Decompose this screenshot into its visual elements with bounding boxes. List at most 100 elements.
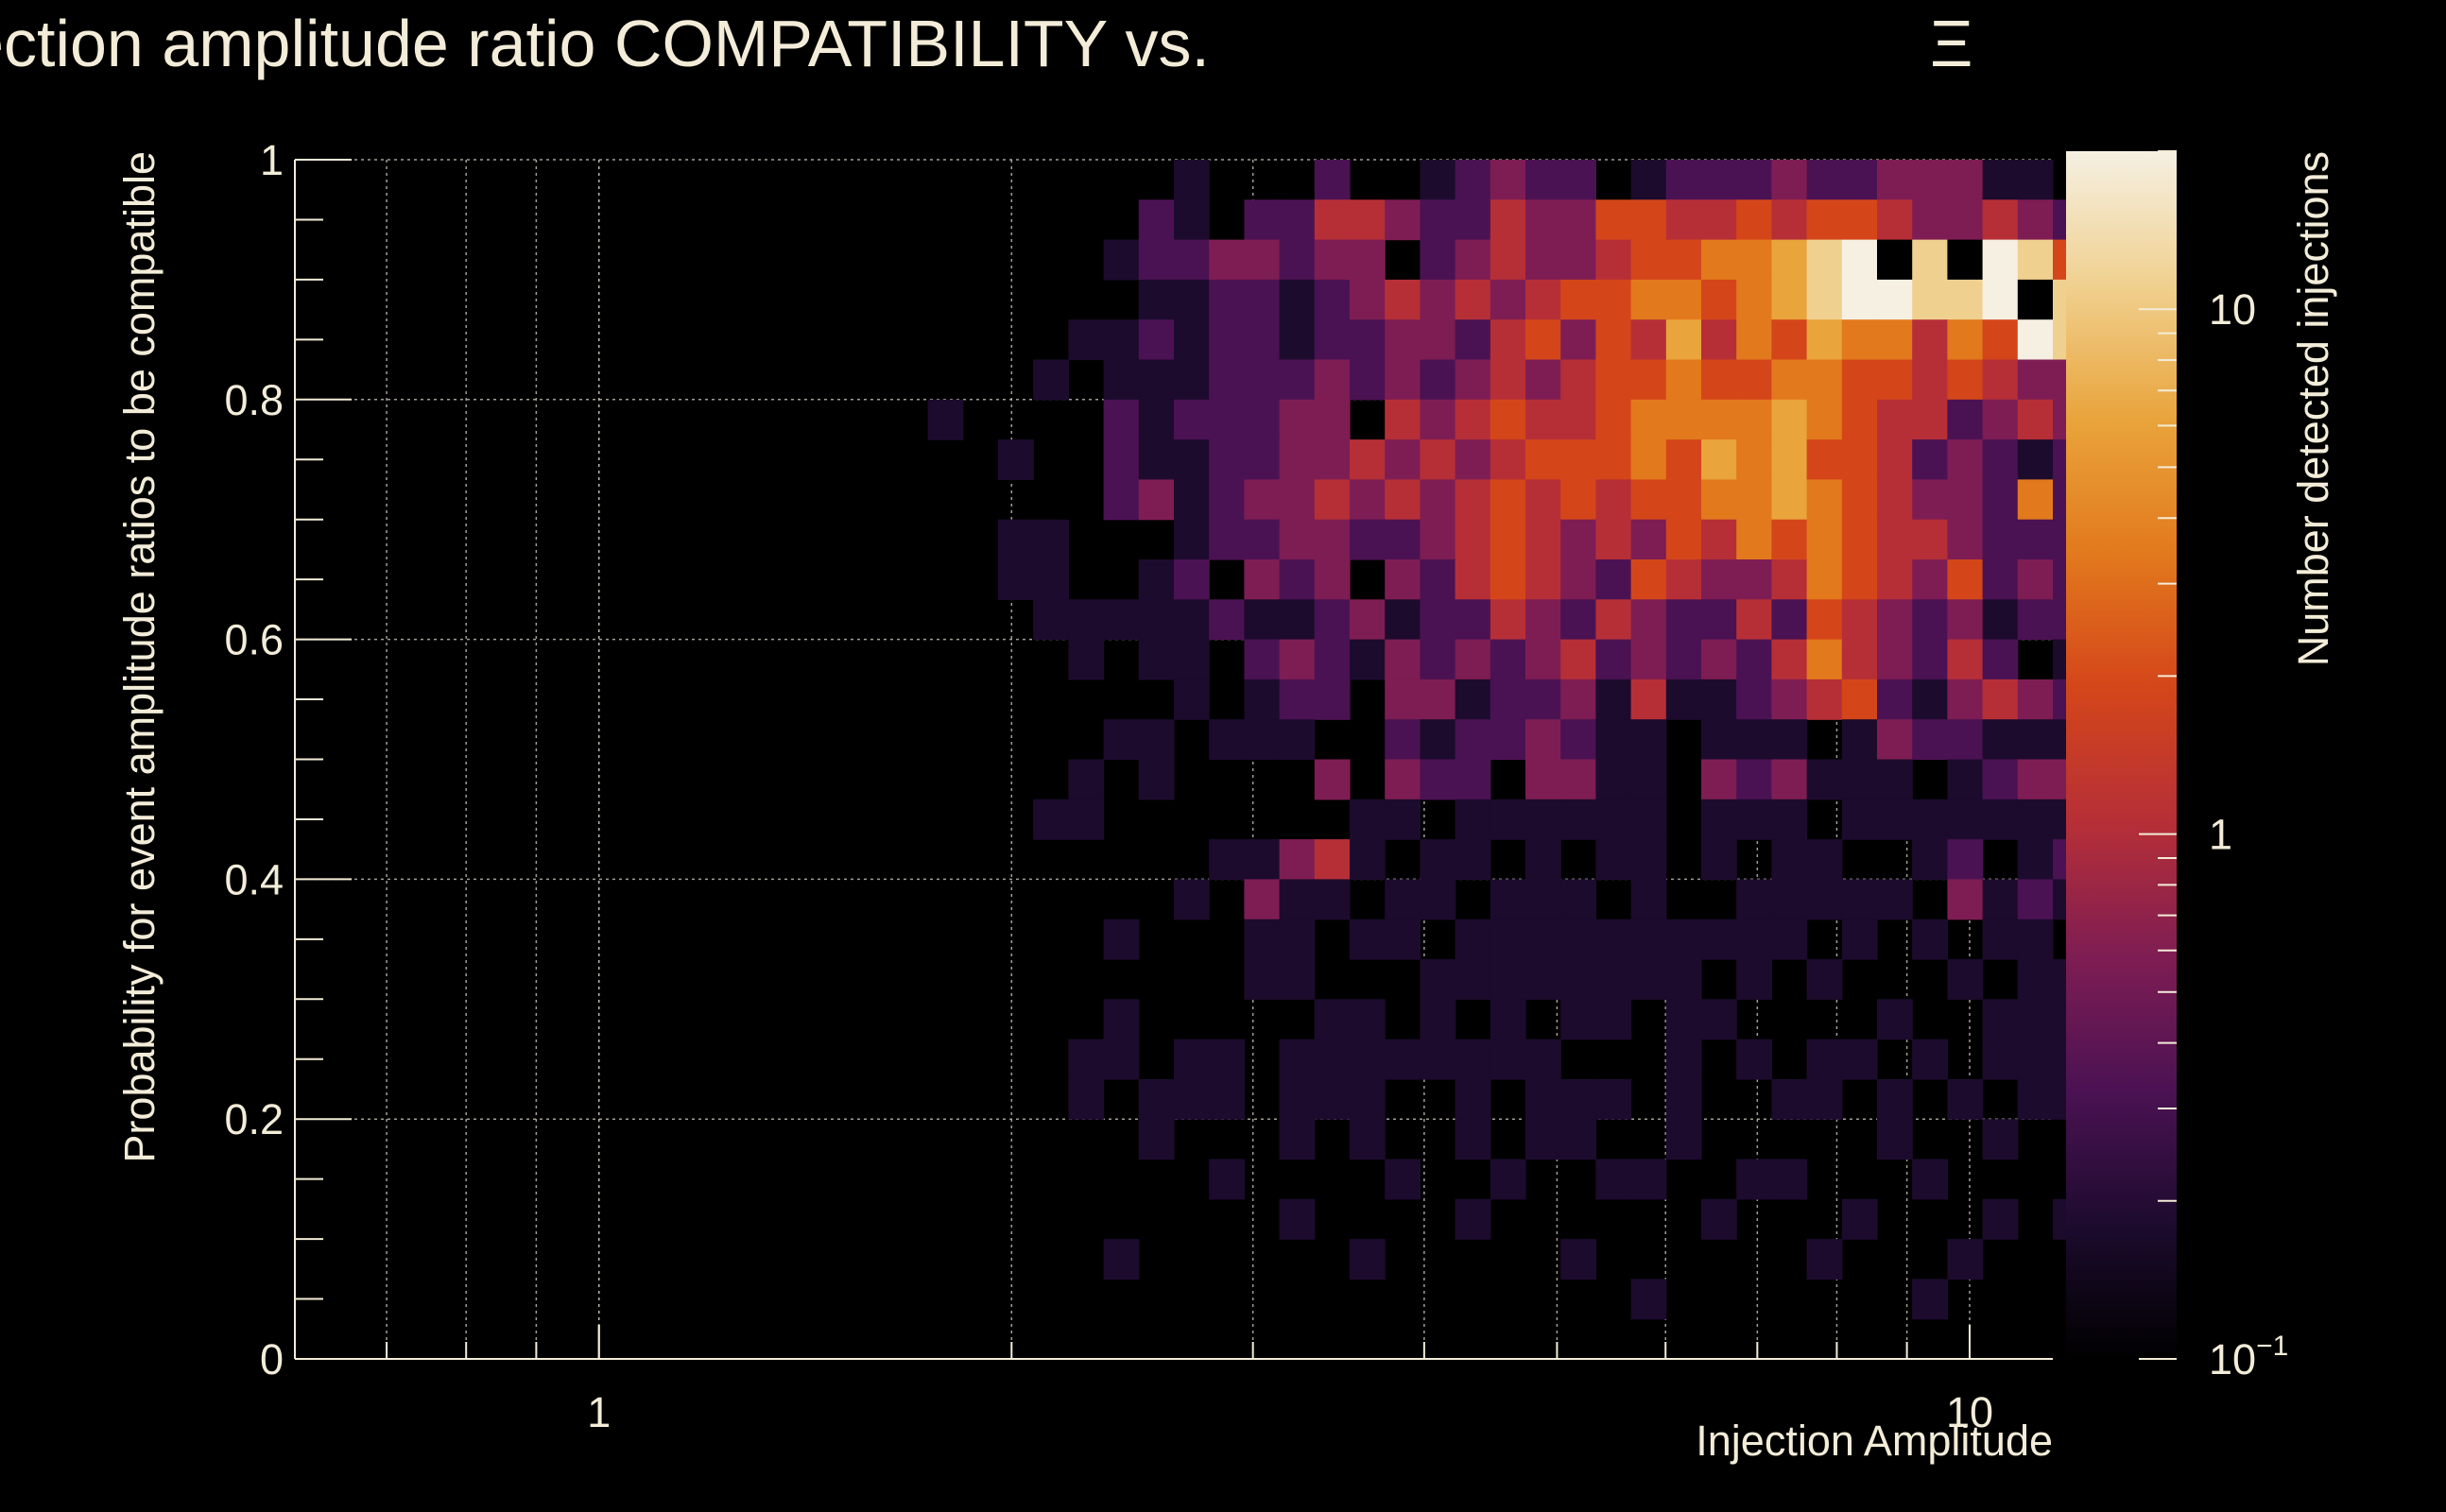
heatmap-bin — [1665, 639, 1702, 680]
heatmap-bin — [1244, 319, 1281, 361]
heatmap-bin — [1595, 519, 1632, 560]
heatmap-bin — [1174, 1078, 1210, 1120]
heatmap-bin — [1630, 679, 1667, 720]
heatmap-bin — [1455, 599, 1491, 641]
heatmap-bin — [1525, 239, 1561, 281]
heatmap-bin — [1350, 519, 1386, 560]
heatmap-bin — [1947, 319, 1984, 361]
heatmap-bin — [1385, 359, 1421, 401]
heatmap-bin — [1701, 679, 1737, 720]
heatmap-bin — [1350, 239, 1386, 281]
heatmap-bin — [1103, 399, 1140, 440]
heatmap-bin — [1877, 359, 1913, 401]
heatmap-bin — [1455, 1039, 1491, 1080]
heatmap-bin — [1560, 399, 1596, 440]
heatmap-bin — [1771, 239, 1808, 281]
heatmap-bin — [1420, 319, 1456, 361]
heatmap-bin — [1455, 679, 1491, 720]
heatmap-bin — [1912, 479, 1948, 521]
heatmap-bin — [998, 559, 1034, 600]
heatmap-bin — [1947, 160, 1984, 200]
heatmap-bin — [1525, 879, 1561, 920]
heatmap-bin — [1877, 439, 1913, 480]
heatmap-bin — [1279, 359, 1316, 401]
heatmap-bin — [1138, 359, 1175, 401]
heatmap-bin — [1665, 599, 1702, 641]
heatmap-bin — [1912, 199, 1948, 241]
heatmap-bin — [1982, 719, 2019, 761]
heatmap-bin — [1560, 999, 1596, 1040]
heatmap-bin — [1455, 279, 1491, 320]
heatmap-bin — [1841, 479, 1878, 521]
heatmap-bin — [1841, 599, 1878, 641]
heatmap-bin — [1350, 999, 1386, 1040]
heatmap-bin — [1701, 519, 1737, 560]
heatmap-bin — [1630, 919, 1667, 960]
heatmap-bin — [1560, 319, 1596, 361]
heatmap-bin — [1947, 959, 1984, 1000]
heatmap-bin — [1385, 279, 1421, 320]
heatmap-bin — [2017, 959, 2054, 1000]
heatmap-bin — [1455, 1198, 1491, 1240]
heatmap-bin — [1490, 679, 1526, 720]
heatmap-bin — [1420, 759, 1456, 800]
heatmap-bin — [1385, 919, 1421, 960]
heatmap-bin — [1701, 799, 1737, 840]
heatmap-bin — [1525, 759, 1561, 800]
heatmap-bin — [1982, 479, 2019, 521]
heatmap-bin — [1174, 160, 1210, 200]
heatmap-bin — [1665, 399, 1702, 440]
heatmap-bin — [1279, 479, 1316, 521]
heatmap-bin — [1701, 239, 1737, 281]
heatmap-bin — [1665, 519, 1702, 560]
heatmap-bin — [1314, 679, 1351, 720]
heatmap-bin — [1525, 359, 1561, 401]
heatmap-bin — [1490, 399, 1526, 440]
heatmap-bin — [1490, 1159, 1526, 1200]
heatmap-bin — [1947, 1078, 1984, 1120]
heatmap-bin — [1806, 759, 1843, 800]
x-tick-label: 10 — [1946, 1388, 1993, 1436]
color-scale-tick-label: 10 — [2209, 285, 2256, 334]
heatmap-bin — [1947, 599, 1984, 641]
heatmap-bin — [1420, 879, 1456, 920]
heatmap-bin — [1525, 319, 1561, 361]
heatmap-bin — [1279, 1039, 1316, 1080]
heatmap-bin — [1736, 1039, 1772, 1080]
axes: 1 10 0 0.2 0.4 0.6 0.8 1 — [224, 136, 2053, 1436]
heatmap-bin — [1947, 879, 1984, 920]
heatmap-bin — [1736, 439, 1772, 480]
heatmap-bin — [1455, 239, 1491, 281]
heatmap-bin — [1314, 359, 1351, 401]
heatmap-bin — [1420, 439, 1456, 480]
heatmap-bin — [1806, 479, 1843, 521]
heatmap-bin — [1490, 719, 1526, 761]
heatmap-bin — [1665, 199, 1702, 241]
heatmap-bin — [1771, 759, 1808, 800]
heatmap-bin — [1771, 719, 1808, 761]
heatmap-bin — [1490, 919, 1526, 960]
heatmap-bin — [1490, 439, 1526, 480]
heatmap-bin — [1665, 1078, 1702, 1120]
heatmap-bin — [1701, 1198, 1737, 1240]
heatmap-bin — [1385, 319, 1421, 361]
heatmap-bin — [1490, 959, 1526, 1000]
heatmap-bin — [1982, 919, 2019, 960]
heatmap-bin — [1771, 559, 1808, 600]
heatmap-bin — [1806, 559, 1843, 600]
heatmap-bin — [1630, 1279, 1667, 1320]
heatmap-bin — [2017, 759, 2054, 800]
heatmap-bin — [1771, 439, 1808, 480]
heatmap-bin — [1350, 839, 1386, 880]
heatmap-bin — [1947, 799, 1984, 840]
heatmap-bin — [1385, 879, 1421, 920]
heatmap-bin — [1455, 639, 1491, 680]
heatmap-bin — [1701, 759, 1737, 800]
heatmap-bin — [1982, 319, 2019, 361]
heatmap-bin — [1560, 559, 1596, 600]
heatmap-bin — [1279, 519, 1316, 560]
heatmap-bin — [1490, 999, 1526, 1040]
heatmap-bin — [1174, 599, 1210, 641]
heatmap-bin — [1209, 519, 1245, 560]
heatmap-bin — [1490, 519, 1526, 560]
